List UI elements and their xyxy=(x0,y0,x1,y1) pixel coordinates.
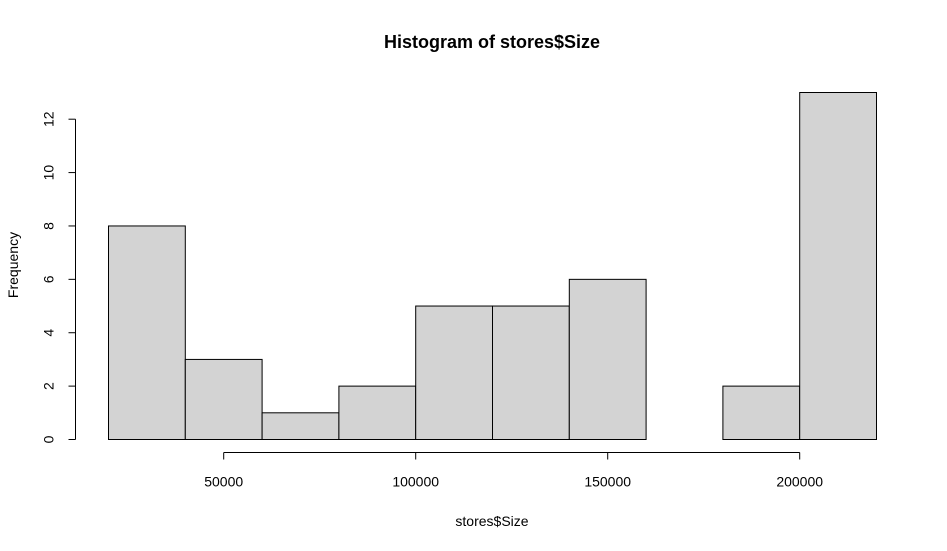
histogram-bar xyxy=(568,278,647,440)
x-axis-label: stores$Size xyxy=(455,513,528,529)
y-tick-label: 0 xyxy=(41,435,57,443)
histogram-bar xyxy=(799,92,878,440)
x-tick-label: 150000 xyxy=(584,474,631,490)
histogram-bar xyxy=(261,412,340,440)
x-tick-label: 50000 xyxy=(204,474,243,490)
histogram-bar xyxy=(492,305,570,440)
x-tick-label: 100000 xyxy=(392,474,439,490)
chart-title: Histogram of stores$Size xyxy=(384,32,600,52)
bars-group xyxy=(108,92,878,441)
x-axis: 50000 100000 150000 200000 xyxy=(204,452,823,490)
y-axis-label: Frequency xyxy=(5,232,21,298)
y-tick-label: 8 xyxy=(41,222,57,230)
histogram-bar xyxy=(415,305,494,440)
y-tick-label: 10 xyxy=(41,165,57,181)
histogram-bar xyxy=(184,358,263,440)
y-tick-label: 12 xyxy=(41,111,57,127)
x-tick-label: 200000 xyxy=(776,474,823,490)
histogram-bar xyxy=(338,385,417,441)
histogram-bar xyxy=(108,225,186,440)
y-tick-label: 2 xyxy=(41,382,57,390)
histogram-bar xyxy=(722,385,801,441)
y-axis: 0 2 4 6 8 10 12 xyxy=(41,111,76,443)
y-tick-label: 6 xyxy=(41,275,57,283)
y-tick-label: 4 xyxy=(41,329,57,337)
